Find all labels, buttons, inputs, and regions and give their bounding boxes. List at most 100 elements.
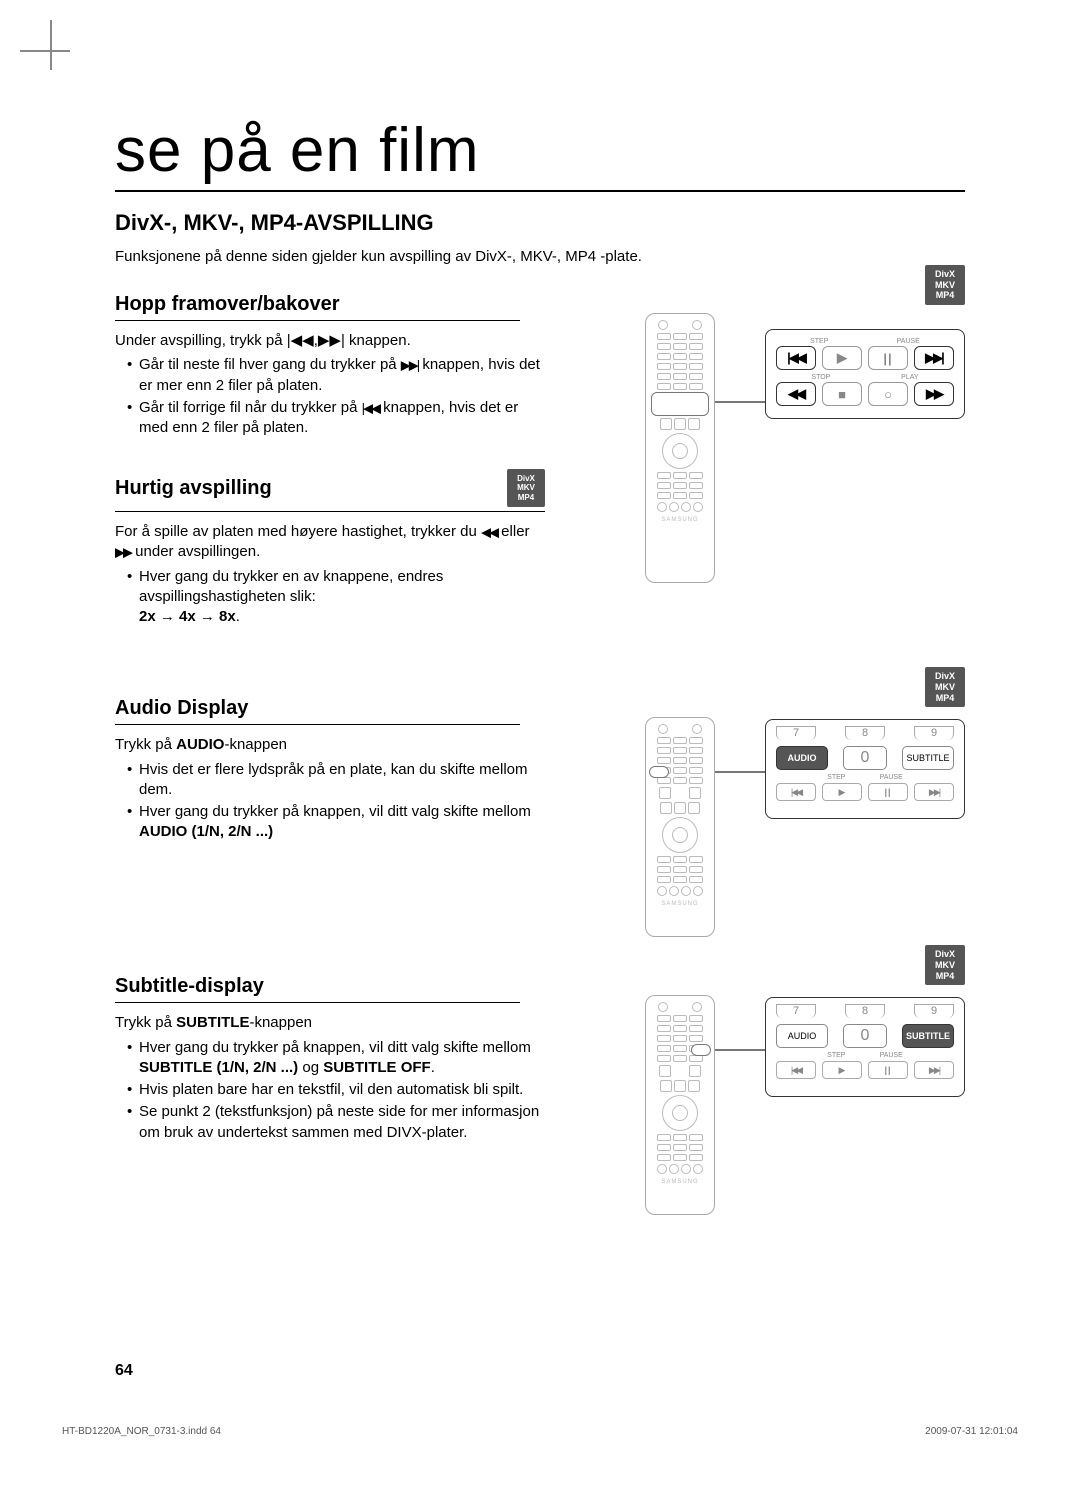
stop-icon — [838, 387, 846, 402]
remote-illustration: SAMSUNG — [645, 995, 715, 1215]
badge-line: DivX — [925, 949, 965, 960]
section-skip: DivX MKV MP4 Hopp framover/bakover Under… — [115, 293, 965, 463]
leader-line — [715, 401, 765, 403]
crop-mark — [50, 20, 52, 70]
rewind-icon: ◀◀ — [481, 524, 497, 539]
rewind-button — [776, 382, 816, 406]
brand-label: SAMSUNG — [661, 1179, 698, 1185]
badge-line: DivX — [925, 269, 965, 280]
text: For å spille av platen med høyere hastig… — [115, 523, 481, 540]
focus-box — [691, 1044, 711, 1056]
skip-next-button — [914, 1061, 954, 1079]
skip-next-icon: ▶▶| — [401, 358, 418, 373]
badge-line: DivX — [507, 474, 545, 484]
step-button — [822, 783, 862, 801]
bullet-item: Hver gang du trykker på knappen, vil dit… — [127, 802, 545, 843]
badge-line: MP4 — [507, 493, 545, 503]
button-panel-skip: STEP PAUSE STOP PLAY — [765, 329, 965, 419]
text-bold: AUDIO (1/N, 2/N ...) — [139, 823, 273, 840]
step-icon — [837, 350, 847, 366]
text: og — [298, 1059, 323, 1076]
footer-timestamp: 2009-07-31 12:01:04 — [925, 1426, 1018, 1437]
skip-next-button — [914, 783, 954, 801]
bullet-item: Går til neste fil hver gang du trykker p… — [127, 355, 545, 396]
skip-next-icon — [929, 787, 939, 798]
audio-button: AUDIO — [776, 1024, 828, 1048]
badge-line: MKV — [507, 483, 545, 493]
page-content: se på en film DivX-, MKV-, MP4-AVSPILLIN… — [115, 115, 965, 1253]
leader-line — [715, 1049, 765, 1051]
format-badge: DivX MKV MP4 — [925, 667, 965, 707]
section-subtitle: DivX MKV MP4 Subtitle-display Trykk på S… — [115, 975, 965, 1235]
pause-icon — [884, 787, 891, 797]
text: Trykk på — [115, 1014, 176, 1031]
text: Går til forrige fil når du trykker på — [139, 399, 362, 416]
pause-button — [868, 1061, 908, 1079]
stop-button — [822, 382, 862, 406]
play-button — [868, 382, 908, 406]
label-pause: PAUSE — [897, 338, 920, 345]
focus-box — [649, 766, 669, 778]
focus-box — [651, 392, 709, 416]
subtitle-button: SUBTITLE — [902, 1024, 954, 1048]
badge-line: MKV — [925, 682, 965, 693]
crop-mark — [20, 50, 70, 52]
label-play: PLAY — [901, 374, 918, 381]
skip-next-button — [914, 346, 954, 370]
num-9: 9 — [914, 726, 954, 740]
body-text: Trykk på AUDIO-knappen — [115, 735, 545, 755]
badge-line: MKV — [925, 280, 965, 291]
pause-button — [868, 783, 908, 801]
speed-sequence: 2x → 4x → 8x — [139, 608, 236, 625]
pause-icon — [884, 1065, 891, 1075]
num-9: 9 — [914, 1004, 954, 1018]
num-7: 7 — [776, 1004, 816, 1018]
label-step: STEP — [810, 338, 828, 345]
bullet-item: Hver gang du trykker på knappen, vil dit… — [127, 1038, 545, 1079]
step-icon — [839, 1065, 846, 1076]
skip-prev-icon — [791, 1065, 801, 1076]
subheading-audio: Audio Display — [115, 697, 520, 725]
step-icon — [839, 787, 846, 798]
bullet-item: Se punkt 2 (tekstfunksjon) på neste side… — [127, 1102, 545, 1143]
text: Går til neste fil hver gang du trykker p… — [139, 356, 401, 373]
text: Under avspilling, trykk på |◀◀,▶▶| knapp… — [115, 332, 411, 349]
button-panel-audio: 7 8 9 AUDIO 0 SUBTITLE STEPPAUSE — [765, 719, 965, 819]
audio-button: AUDIO — [776, 746, 828, 770]
button-panel-subtitle: 7 8 9 AUDIO 0 SUBTITLE STEPPAUSE — [765, 997, 965, 1097]
page-title: se på en film — [115, 115, 965, 192]
skip-prev-icon: |◀◀ — [362, 400, 379, 415]
bullet-item: Hvis det er flere lydspråk på en plate, … — [127, 760, 545, 801]
num-0: 0 — [843, 1024, 887, 1048]
text-bold: AUDIO — [176, 736, 224, 753]
body-text: For å spille av platen med høyere hastig… — [115, 522, 545, 563]
num-7: 7 — [776, 726, 816, 740]
text: . — [431, 1059, 435, 1076]
bullet-item: Hver gang du trykker en av knappene, end… — [127, 567, 545, 628]
badge-line: MP4 — [925, 693, 965, 704]
body-text: Trykk på SUBTITLE-knappen — [115, 1013, 545, 1033]
text-bold: SUBTITLE (1/N, 2/N ...) — [139, 1059, 298, 1076]
subheading-skip: Hopp framover/bakover — [115, 293, 520, 321]
text-bold: SUBTITLE — [176, 1014, 249, 1031]
page-number: 64 — [115, 1362, 133, 1380]
pause-button — [868, 346, 908, 370]
text: Hver gang du trykker en av knappene, end… — [139, 568, 443, 605]
num-8: 8 — [845, 726, 885, 740]
text: Hver gang du trykker på knappen, vil dit… — [139, 803, 531, 820]
text: Hver gang du trykker på knappen, vil dit… — [139, 1039, 531, 1056]
body-text: Under avspilling, trykk på |◀◀,▶▶| knapp… — [115, 331, 545, 351]
step-button — [822, 346, 862, 370]
intro-text: Funksjonene på denne siden gjelder kun a… — [115, 248, 965, 265]
badge-line: MKV — [925, 960, 965, 971]
label-stop: STOP — [811, 374, 830, 381]
text: Trykk på — [115, 736, 176, 753]
subheading-subtitle: Subtitle-display — [115, 975, 520, 1003]
text: -knappen — [224, 736, 287, 753]
text: eller — [497, 523, 530, 540]
skip-next-icon — [929, 1065, 939, 1076]
label-pause: PAUSE — [880, 1052, 903, 1059]
badge-line: MP4 — [925, 971, 965, 982]
bullet-item: Hvis platen bare har en tekstfil, vil de… — [127, 1080, 545, 1100]
skip-prev-button — [776, 1061, 816, 1079]
